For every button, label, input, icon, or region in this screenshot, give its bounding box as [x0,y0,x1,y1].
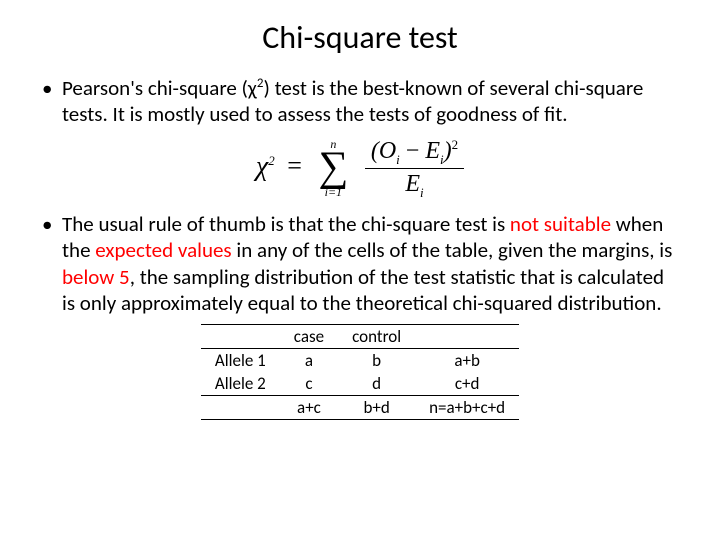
bullet-2: The usual rule of thumb is that the chi-… [40,211,680,316]
fraction-numerator: (Oi − Ei)2 [365,138,464,170]
formula-eq: = [287,151,302,180]
chi-square-formula: χ2 = n ∑ i=1 (Oi − Ei)2 Ei [40,138,680,200]
contingency-table: case control Allele 1 a b a+b Allele 2 c… [201,324,519,420]
b2-r1: not suitable [510,211,611,237]
formula-fraction: (Oi − Ei)2 Ei [365,138,464,200]
b2-p1: The usual rule of thumb is that the chi-… [62,211,510,237]
table-row: Allele 1 a b a+b [201,349,519,373]
cell-d: d [338,372,415,396]
formula-sigma: n ∑ i=1 [318,138,348,198]
b2-p4: , the sampling distribution of the test … [62,264,664,316]
b2-r3: below 5 [62,264,130,290]
cell-bd: b+d [338,396,415,420]
b2-p3: in any of the cells of the table, given … [232,237,673,263]
bullet-1: Pearson's chi-square (χ2) test is the be… [40,75,680,128]
th-case: case [280,325,338,349]
cell-allele2: Allele 2 [201,372,280,396]
table-header-row: case control [201,325,519,349]
cell-c: c [280,372,338,396]
bullet1-pre: Pearson's chi-square (χ [62,75,257,101]
bullet-list-2: The usual rule of thumb is that the chi-… [40,211,680,316]
table-row: a+c b+d n=a+b+c+d [201,396,519,420]
cell-blank [201,396,280,420]
cell-allele1: Allele 1 [201,349,280,373]
formula-chi-exp: 2 [268,153,275,168]
cell-ab: a+b [415,349,519,373]
cell-a: a [280,349,338,373]
cell-cd: c+d [415,372,519,396]
cell-n: n=a+b+c+d [415,396,519,420]
bullet-list: Pearson's chi-square (χ2) test is the be… [40,75,680,128]
cell-b: b [338,349,415,373]
slide-title: Chi-square test [40,18,680,57]
b2-r2: expected values [95,237,231,263]
table-row: Allele 2 c d c+d [201,372,519,396]
formula-chi: χ [256,150,268,181]
cell-ac: a+c [280,396,338,420]
sigma-symbol: ∑ [318,150,348,186]
th-blank [201,325,280,349]
th-total [415,325,519,349]
fraction-denominator: Ei [365,169,464,199]
th-control: control [338,325,415,349]
